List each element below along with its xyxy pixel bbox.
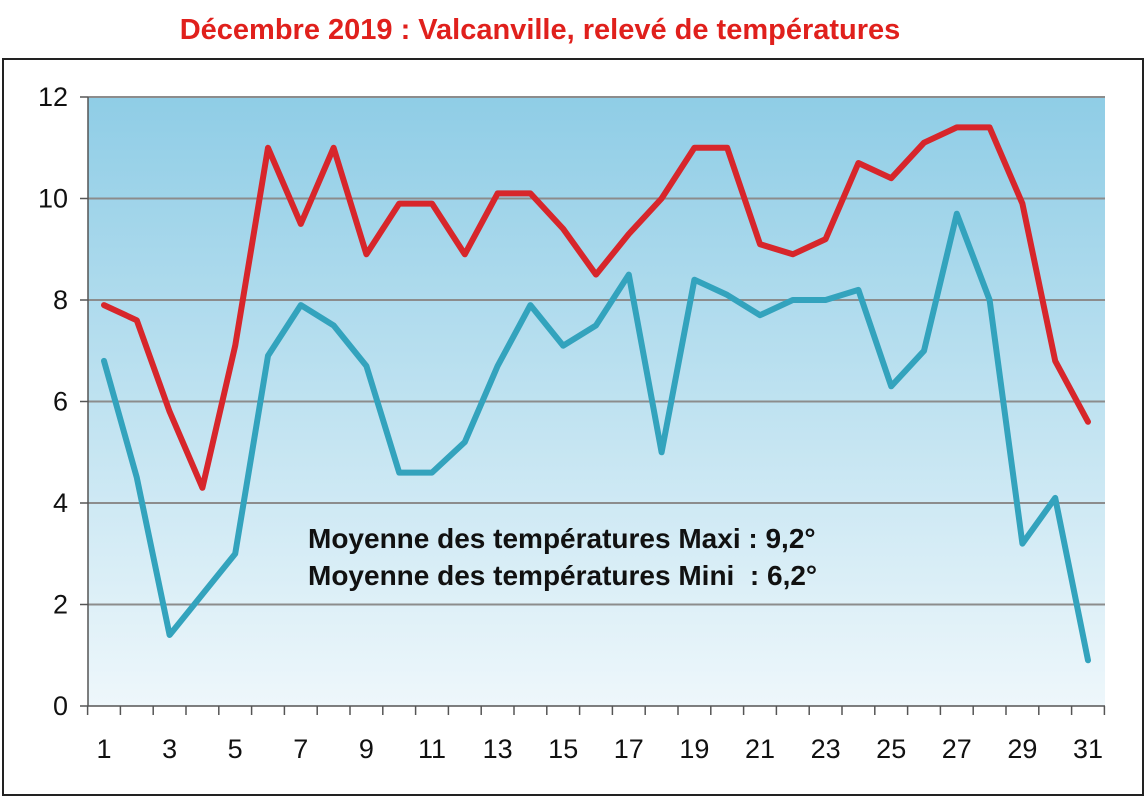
x-tick-label: 29: [1007, 734, 1037, 764]
x-tick-label: 15: [548, 734, 578, 764]
y-tick-label: 8: [53, 285, 68, 315]
axes: [86, 97, 1106, 715]
series-line-maxi: [101, 124, 1091, 491]
x-tick-label: 21: [745, 734, 775, 764]
y-tick-label: 12: [38, 82, 68, 112]
chart-title: Décembre 2019 : Valcanville, relevé de t…: [179, 14, 901, 46]
x-tick-label: 11: [418, 734, 446, 764]
x-tick-labels: 1 3 5 7 9 11 13 15 17 19 21 23 25 27 29 31: [96, 734, 1103, 764]
chart-frame: [2, 58, 1144, 796]
x-tick-label: 1: [96, 734, 111, 764]
y-tick-labels: 0 2 4 6 8 10 12: [38, 82, 68, 721]
x-tick-label: 7: [293, 734, 308, 764]
y-tick-label: 10: [38, 184, 68, 214]
x-tick-label: 19: [679, 734, 709, 764]
series-line-mini: [101, 210, 1091, 664]
x-tick-label: 23: [811, 734, 841, 764]
y-tick-label: 2: [53, 590, 68, 620]
x-tick-label: 9: [359, 734, 374, 764]
y-tick-label: 0: [53, 691, 68, 721]
y-tick-label: 4: [53, 488, 68, 518]
x-tick-label: 17: [614, 734, 644, 764]
x-tick-label: 3: [162, 734, 177, 764]
x-tick-label: 5: [228, 734, 243, 764]
x-tick-label: 13: [483, 734, 513, 764]
x-tick-label: 31: [1073, 734, 1103, 764]
annotation-mini: Moyenne des températures Mini : 6,2°: [308, 560, 817, 591]
series-group: [101, 124, 1091, 664]
y-tick-label: 6: [53, 387, 68, 417]
x-tick-label: 25: [876, 734, 906, 764]
annotation-maxi: Moyenne des températures Maxi : 9,2°: [308, 523, 816, 554]
x-tick-label: 27: [942, 734, 972, 764]
